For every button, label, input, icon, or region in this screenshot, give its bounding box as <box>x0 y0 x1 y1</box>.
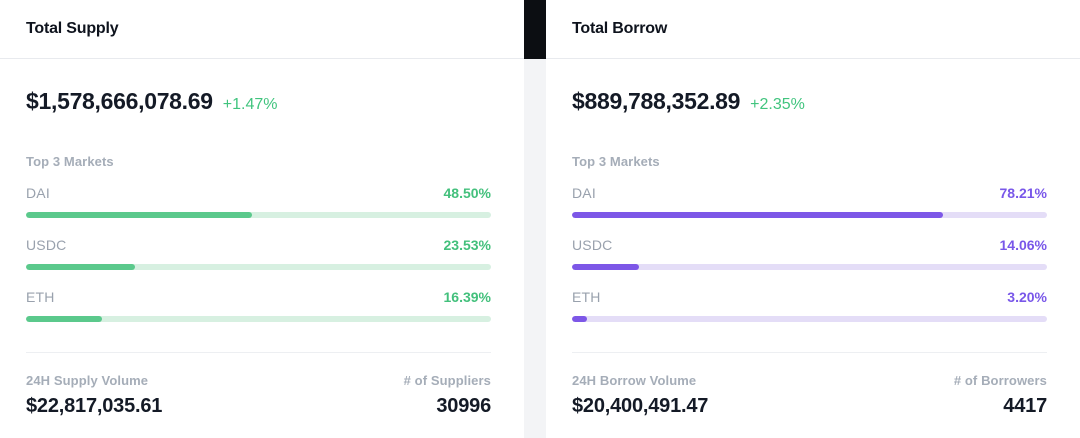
progress-bar-track <box>26 316 491 322</box>
borrow-change-percent: +2.35% <box>750 96 805 113</box>
borrow-market-row-eth: ETH 3.20% <box>572 289 1047 322</box>
progress-bar-track <box>26 212 491 218</box>
borrow-volume-value: $20,400,491.47 <box>572 395 709 417</box>
supply-volume-block: 24H Supply Volume $22,817,035.61 <box>26 373 162 418</box>
supply-total-value: $1,578,666,078.69 <box>26 88 213 114</box>
borrowers-count-label: # of Borrowers <box>953 373 1047 388</box>
total-supply-header: Total Supply <box>0 0 524 59</box>
header-separator-bar <box>524 0 546 59</box>
market-percent: 78.21% <box>999 185 1047 201</box>
borrow-market-row-dai: DAI 78.21% <box>572 185 1047 218</box>
borrowers-count-value: 4417 <box>1003 395 1047 417</box>
borrow-top-markets-label: Top 3 Markets <box>572 154 660 169</box>
market-name: ETH <box>26 289 55 305</box>
market-percent: 16.39% <box>443 289 491 305</box>
supply-market-row-dai: DAI 48.50% <box>26 185 491 218</box>
progress-bar-fill <box>572 316 588 322</box>
supply-volume-value: $22,817,035.61 <box>26 395 163 417</box>
market-name: USDC <box>26 237 67 253</box>
supply-market-row-eth: ETH 16.39% <box>26 289 491 322</box>
market-name: USDC <box>572 237 613 253</box>
progress-bar-track <box>572 316 1047 322</box>
market-percent: 14.06% <box>999 237 1047 253</box>
borrow-volume-block: 24H Borrow Volume $20,400,491.47 <box>572 373 708 418</box>
borrow-total-row: $889,788,352.89 +2.35% <box>572 88 1047 115</box>
suppliers-count-value: 30996 <box>436 395 491 417</box>
progress-bar-fill <box>26 316 103 322</box>
progress-bar-fill <box>26 212 252 218</box>
total-supply-title: Total Supply <box>26 20 119 37</box>
market-name: DAI <box>572 185 596 201</box>
borrow-market-row-usdc: USDC 14.06% <box>572 237 1047 270</box>
supply-top-markets-label: Top 3 Markets <box>26 154 114 169</box>
borrowers-count-block: # of Borrowers 4417 <box>954 373 1047 418</box>
total-borrow-title: Total Borrow <box>572 20 668 37</box>
borrow-total-value: $889,788,352.89 <box>572 88 741 114</box>
total-supply-card: Total Supply $1,578,666,078.69 +1.47% To… <box>0 0 524 438</box>
total-supply-body: $1,578,666,078.69 +1.47% Top 3 Markets D… <box>0 59 524 418</box>
supply-market-row-usdc: USDC 23.53% <box>26 237 491 270</box>
supply-volume-label: 24H Supply Volume <box>26 373 149 388</box>
progress-bar-track <box>572 212 1047 218</box>
suppliers-count-label: # of Suppliers <box>403 373 491 388</box>
supply-change-percent: +1.47% <box>222 96 278 113</box>
suppliers-count-block: # of Suppliers 30996 <box>403 373 492 418</box>
total-borrow-body: $889,788,352.89 +2.35% Top 3 Markets DAI… <box>546 59 1080 418</box>
progress-bar-fill <box>26 264 136 270</box>
total-borrow-card: Total Borrow $889,788,352.89 +2.35% Top … <box>546 0 1080 438</box>
market-percent: 48.50% <box>443 185 491 201</box>
market-name: ETH <box>572 289 601 305</box>
progress-bar-fill <box>572 212 944 218</box>
footer-divider <box>572 352 1047 353</box>
market-percent: 3.20% <box>1007 289 1047 305</box>
progress-bar-fill <box>572 264 639 270</box>
progress-bar-track <box>26 264 491 270</box>
progress-bar-track <box>572 264 1047 270</box>
market-percent: 23.53% <box>443 237 491 253</box>
supply-footer: 24H Supply Volume $22,817,035.61 # of Su… <box>26 373 491 418</box>
borrow-footer: 24H Borrow Volume $20,400,491.47 # of Bo… <box>572 373 1047 418</box>
market-name: DAI <box>26 185 50 201</box>
card-gap <box>524 0 546 438</box>
footer-divider <box>26 352 491 353</box>
supply-total-row: $1,578,666,078.69 +1.47% <box>26 88 491 115</box>
borrow-volume-label: 24H Borrow Volume <box>572 373 697 388</box>
total-borrow-header: Total Borrow <box>546 0 1080 59</box>
